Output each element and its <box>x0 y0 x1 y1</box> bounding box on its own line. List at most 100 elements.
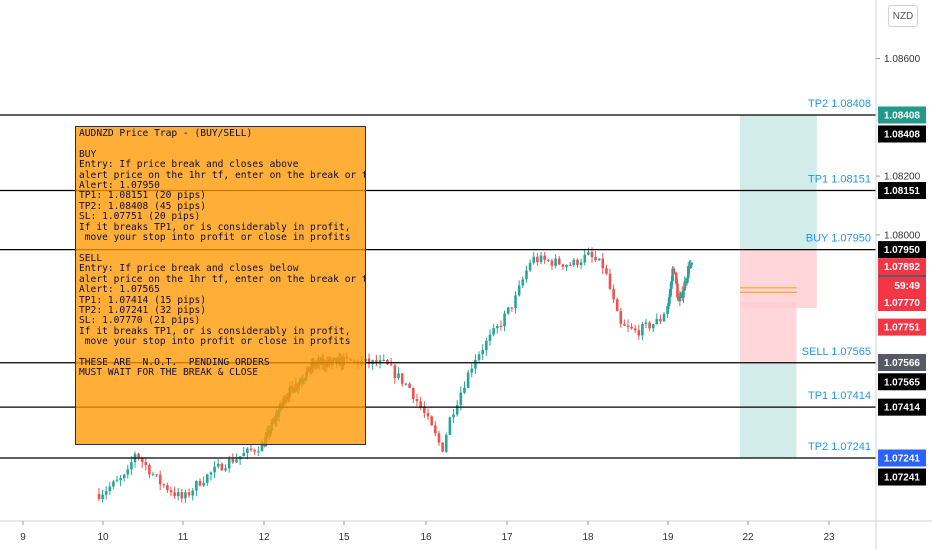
note-line: MUST WAIT FOR THE BREAK & CLOSE <box>79 367 259 379</box>
candle-body <box>670 281 673 289</box>
position-zones <box>740 115 817 458</box>
candle <box>690 262 694 267</box>
price-tag-bg <box>878 353 926 371</box>
trade-plan-note[interactable]: AUDNZD Price Trap - (BUY/SELL) BUY Entry:… <box>75 126 366 445</box>
candle <box>550 258 554 270</box>
price-tag-bg <box>878 258 926 276</box>
candle-body <box>565 264 568 267</box>
candle <box>452 409 455 423</box>
candle <box>180 488 184 503</box>
candle-body <box>536 256 539 263</box>
candle <box>444 432 448 454</box>
candle-body <box>470 368 474 373</box>
candle-body <box>459 392 463 406</box>
candle-body <box>430 416 433 426</box>
candle <box>466 369 470 389</box>
candle <box>419 396 422 410</box>
note-line: Entry: If price break and closes above <box>79 159 299 171</box>
candle-body <box>678 296 682 302</box>
price-tag-bg <box>878 182 926 200</box>
x-tick-label: 16 <box>420 532 432 543</box>
candle <box>176 488 180 501</box>
candle-body <box>601 258 605 269</box>
candle-body <box>619 311 623 324</box>
candle <box>474 354 477 374</box>
candle <box>242 447 246 457</box>
candle <box>655 313 659 325</box>
price-tag-label: 1.07892 <box>884 262 921 273</box>
candle-body <box>253 449 256 452</box>
note-line: Entry: If price break and closes below <box>79 263 299 275</box>
candle <box>249 444 253 452</box>
candle-body <box>532 256 536 263</box>
candle <box>587 247 590 256</box>
candle-body <box>492 328 495 335</box>
candle <box>213 460 216 479</box>
currency-button[interactable]: NZD <box>888 5 918 27</box>
candle-body <box>594 257 597 261</box>
candle <box>644 318 648 328</box>
candle <box>481 344 484 360</box>
candle-body <box>662 313 666 322</box>
candle <box>485 337 488 356</box>
candle-body <box>550 260 554 266</box>
candle-body <box>104 491 108 495</box>
candle-body <box>579 262 583 266</box>
candle-body <box>97 493 101 500</box>
candle-body <box>400 373 404 384</box>
candle-body <box>227 458 231 469</box>
candle-body <box>115 480 119 482</box>
candle-body <box>437 433 441 443</box>
candle <box>130 456 133 476</box>
candle-body <box>612 288 615 300</box>
candle-body <box>651 324 655 329</box>
candle <box>382 354 386 362</box>
price-tag-bg <box>878 106 926 124</box>
candle <box>547 258 550 263</box>
candle <box>423 401 426 419</box>
candle-body <box>557 258 561 265</box>
candle <box>583 249 587 266</box>
candle <box>565 264 568 271</box>
candle-body <box>242 452 246 457</box>
level-label: TP1 1.08151 <box>808 174 871 186</box>
candle <box>209 471 213 481</box>
candle-body <box>561 264 565 267</box>
candle-body <box>144 461 148 466</box>
candle-body <box>676 283 679 298</box>
candle <box>393 363 397 385</box>
candle-body <box>514 295 517 309</box>
candle <box>499 320 503 331</box>
candle <box>437 430 441 446</box>
candle <box>666 303 669 319</box>
candle <box>397 367 400 380</box>
note-line: If it breaks TP1, or is considerably in … <box>79 325 351 337</box>
price-tag: 1.08408 <box>878 125 926 143</box>
candle-body <box>187 492 191 496</box>
candle-body <box>499 326 503 328</box>
note-line: TP1: 1.07414 (15 pips) <box>79 294 207 306</box>
price-tag: 1.07565 <box>878 373 926 391</box>
candle <box>148 463 151 479</box>
candle <box>216 458 220 469</box>
candle-body <box>517 285 521 296</box>
candle <box>126 464 130 479</box>
note-line: SL: 1.07751 (20 pips) <box>79 211 201 223</box>
x-tick-label: 9 <box>20 532 26 543</box>
candle-body <box>543 255 546 260</box>
candle-body <box>415 399 419 402</box>
candle <box>633 324 637 334</box>
candle-body <box>666 306 669 314</box>
candle <box>367 353 371 369</box>
x-tick-label: 22 <box>742 532 754 543</box>
candle-body <box>246 448 249 453</box>
candle <box>488 329 492 346</box>
candle-body <box>481 350 484 355</box>
candle <box>430 415 433 426</box>
price-tag: 1.07241 <box>878 449 926 467</box>
candle <box>506 307 510 316</box>
y-tick-label: 1.08200 <box>884 172 921 183</box>
price-tag: 1.07566 <box>878 353 926 371</box>
candle <box>521 276 525 289</box>
candle-body <box>674 273 678 284</box>
